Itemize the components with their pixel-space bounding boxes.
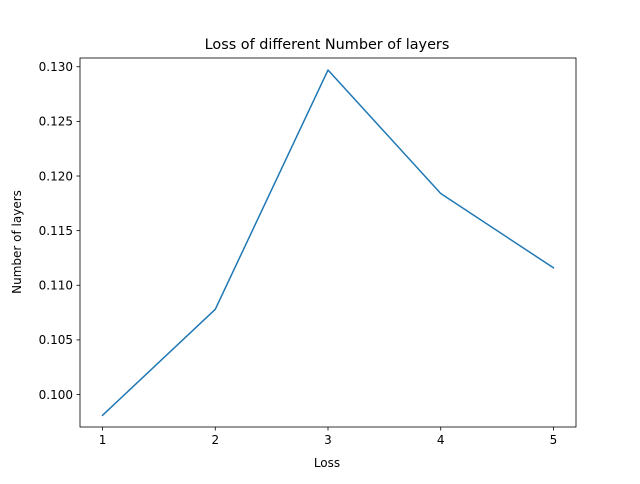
x-tick-label: 4 [437, 433, 445, 447]
series-line [101, 69, 555, 417]
x-tick-label: 1 [99, 433, 107, 447]
x-axis-label: Loss [314, 456, 340, 470]
x-tick-label: 3 [324, 433, 332, 447]
y-tick-label: 0.120 [39, 169, 73, 183]
x-tick-label: 5 [550, 433, 558, 447]
y-axis-label: Number of layers [10, 190, 24, 294]
y-tick-label: 0.100 [39, 388, 73, 402]
y-tick-label: 0.110 [39, 279, 73, 293]
plot-area: 1 2 3 4 5 0.100 0.105 0.110 0.115 0.120 0.125 0.130 [39, 57, 577, 447]
y-tick-label: 0.130 [39, 60, 73, 74]
axes-frame [79, 57, 577, 428]
y-tick-label: 0.105 [39, 333, 73, 347]
y-tick-label: 0.115 [39, 224, 73, 238]
y-tick-label: 0.125 [39, 115, 73, 129]
chart-title: Loss of different Number of layers [205, 37, 450, 53]
x-tick-label: 2 [211, 433, 219, 447]
